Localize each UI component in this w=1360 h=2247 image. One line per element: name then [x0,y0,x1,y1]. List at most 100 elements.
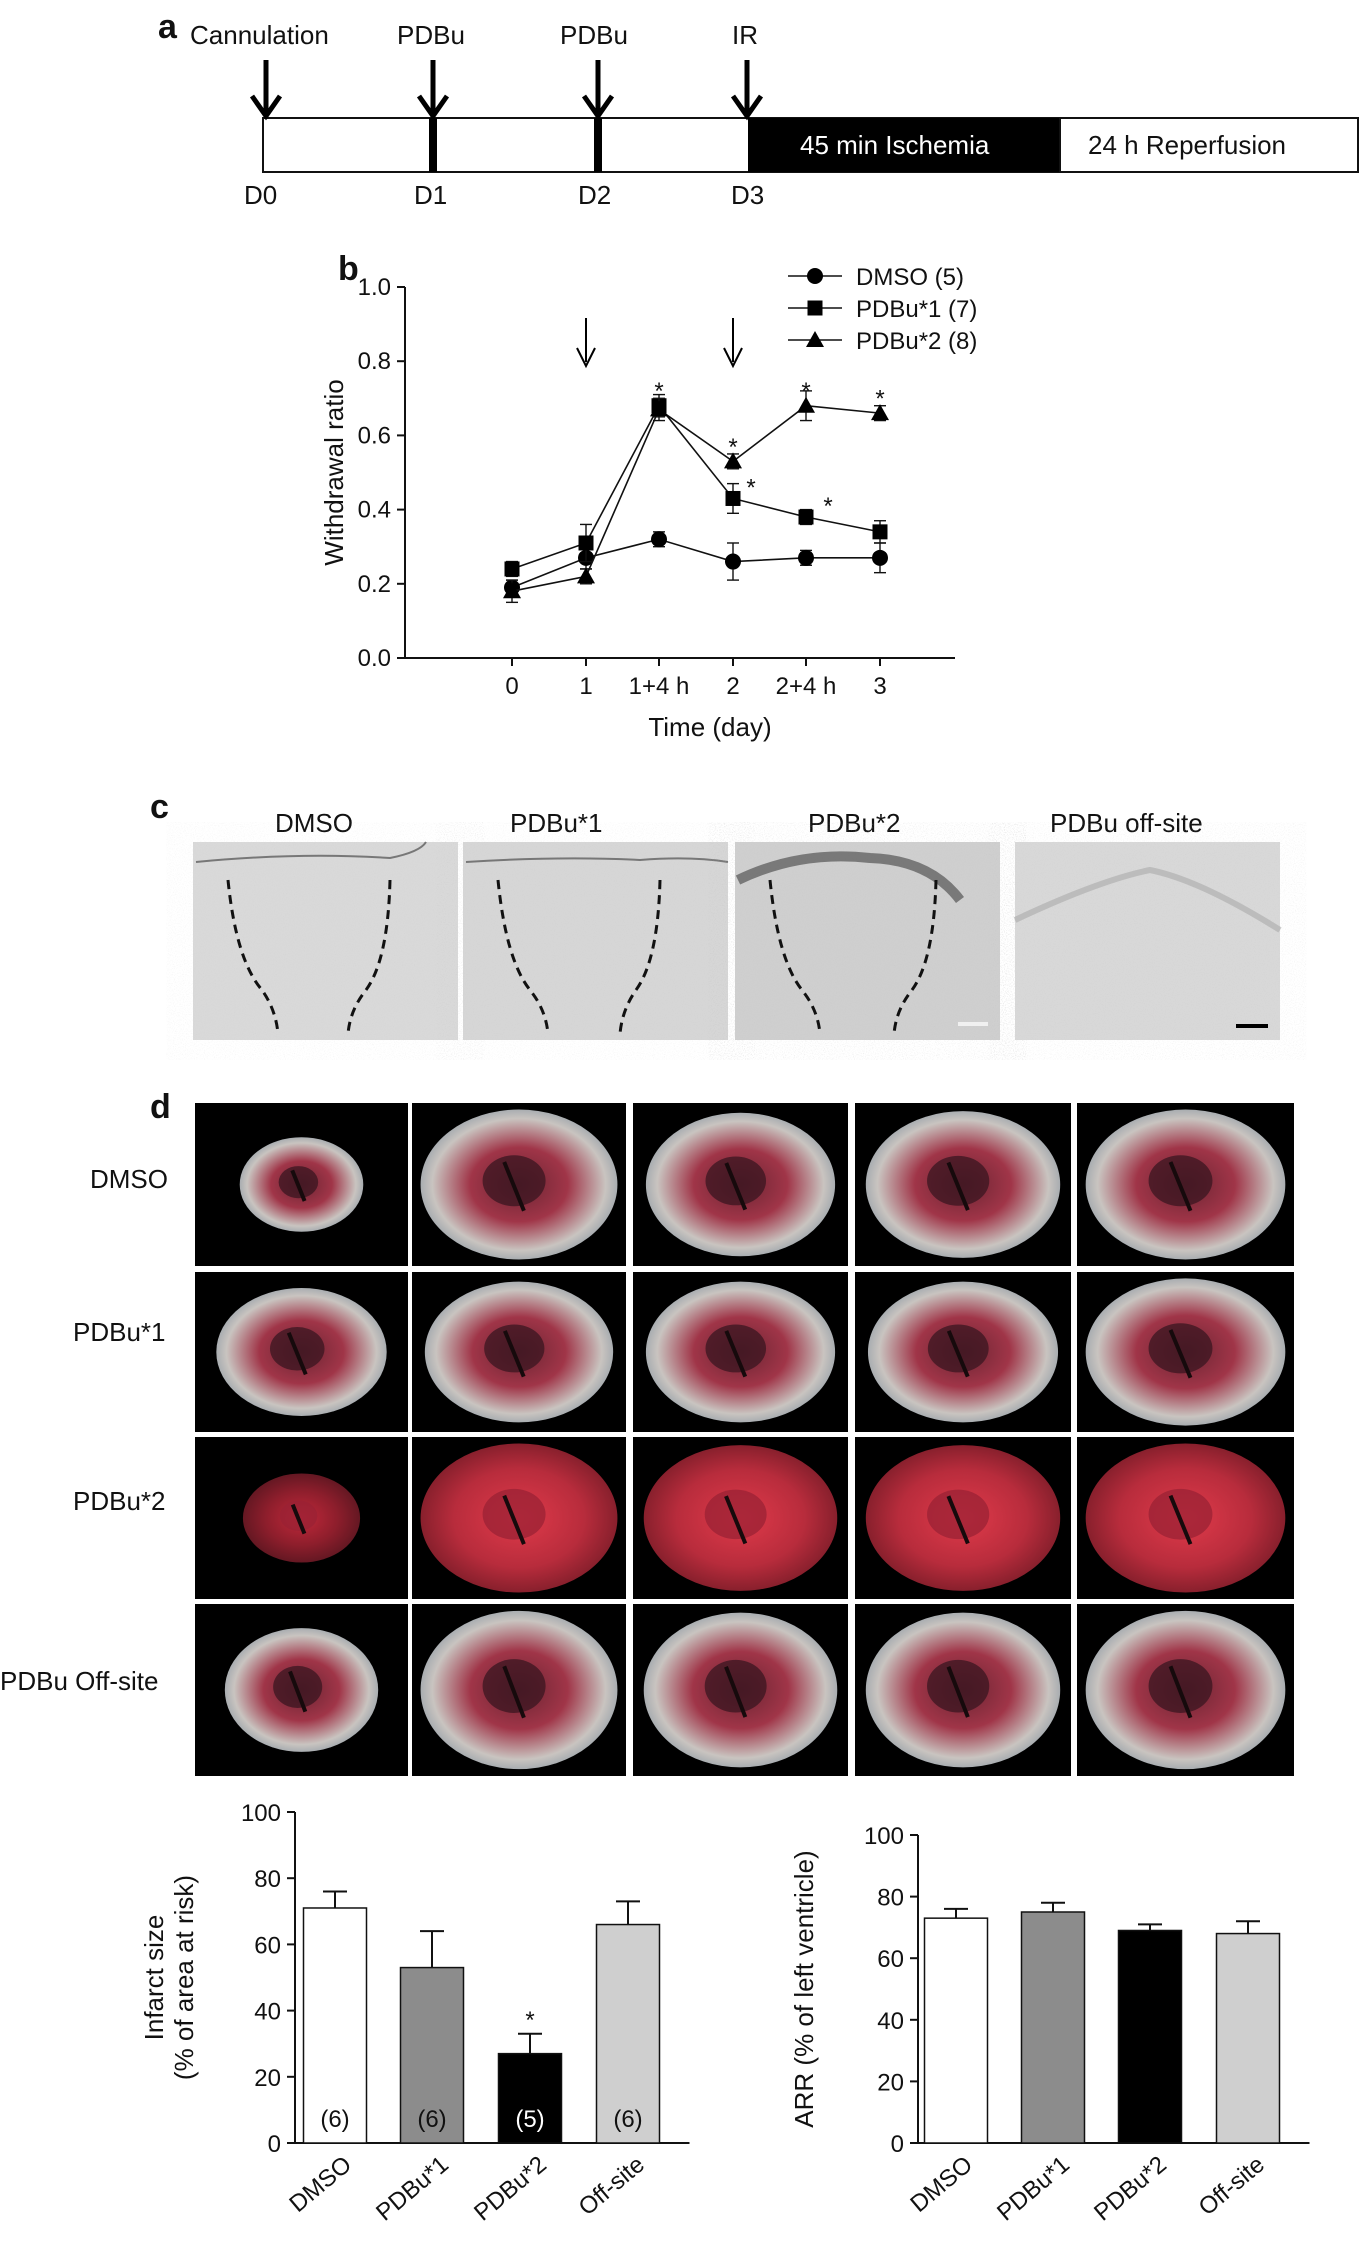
bar-n-label: (5) [515,2106,544,2133]
legend-marker [806,331,824,347]
y-tick-label: 0.8 [358,348,391,375]
x-tick-label: 2+4 h [776,673,837,700]
significance-star: * [875,386,884,413]
significance-star: * [746,475,755,502]
ventricle-cavity [482,1488,546,1540]
boundary-dashed-line [892,879,938,1035]
panel-d-row-labels: DMSO PDBu*1 PDBu*2 PDBu Off-site [0,1164,168,1696]
data-point [872,549,888,566]
heart-section-image [855,1103,1071,1266]
micrograph-title-pdbu1: PDBu*1 [510,808,603,838]
heart-section-image [1077,1272,1294,1432]
data-point [871,404,889,421]
x-tick-label: 1+4 h [629,673,690,700]
heart-section-image [633,1437,848,1599]
heart-section-image [633,1272,848,1432]
bar [497,2052,563,2144]
y-axis-title: ARR (% of left ventricle) [789,1850,819,2127]
heart-section-image [855,1272,1071,1432]
panel-c-letter: c [150,788,169,826]
bar-group: (6) PDBu*1 [371,1930,465,2226]
x-tick-label: PDBu*1 [992,2151,1075,2227]
treatment-mark-d2 [594,118,602,172]
heart-section-image [412,1272,626,1432]
event-label-cannulation: Cannulation [190,20,329,50]
micrograph-texture [193,842,458,1040]
lumen-mark [724,1495,748,1545]
event-label-pdbu-1: PDBu [397,20,465,50]
reperfusion-label: 24 h Reperfusion [1088,130,1286,160]
micrograph-pdbu-offsite: PDBu off-site [1013,808,1282,1040]
significance-star: * [801,378,810,405]
boundary-dashed-line [226,879,280,1035]
y-tick-label: 1.0 [358,274,391,301]
lumen-mark [1168,1329,1193,1379]
lumen-mark [946,1161,970,1211]
micrograph-dmso: DMSO [193,808,458,1040]
panel-c-micrographs: DMSO PDBu*1 PDBu*2 PDBu off-site [193,808,1282,1040]
series-line [511,538,880,589]
data-point [725,553,741,570]
treatment-arrow-icon [723,318,743,369]
withdrawal-ratio-chart: 0.0 0.2 0.4 0.6 0.8 1.0 0 1 1+4 h 2 2+4 h 3 Time (da… [319,264,977,742]
heart-section-image [412,1437,626,1599]
ventricle-cavity [482,1155,546,1207]
day-label-d2: D2 [578,180,611,210]
micrograph-texture [735,842,1000,1040]
y-tick-label: 60 [877,1946,904,1973]
micrograph-texture [463,842,728,1040]
micrograph-pdbu2: PDBu*2 [735,808,1000,1040]
bar-group: Off-site [1194,1920,1281,2221]
heart-section-image [633,1604,848,1776]
y-tick-label: 0 [891,2131,904,2158]
y-tick-label: 100 [241,1800,281,1827]
lumen-mark [724,1666,748,1718]
data-point [872,524,888,540]
lumen-mark [290,1169,307,1202]
boundary-dashed-line [768,879,822,1035]
lumen-mark [502,1494,526,1545]
arrowhead-icon [730,94,764,121]
heart-section-image [195,1272,408,1432]
row-label-pdbu2: PDBu*2 [73,1486,166,1516]
legend-marker [807,300,823,316]
lumen-mark [502,1665,526,1719]
lumen-mark [724,1330,748,1378]
bar [1215,1932,1281,2144]
arrowhead-icon [249,94,283,121]
x-tick-label: Off-site [574,2151,650,2221]
ventricle-cavity [1148,1488,1213,1540]
data-point [724,452,742,469]
bar [1117,1929,1183,2144]
x-tick-label: 3 [873,673,886,700]
ischemia-label: 45 min Ischemia [800,130,990,160]
y-tick-label: 0.0 [358,645,391,672]
micrograph-title-offsite: PDBu off-site [1050,808,1203,838]
heart-section-image [855,1437,1071,1599]
y-tick-label: 0.4 [358,497,391,524]
y-axis-title: Withdrawal ratio [319,379,349,565]
y-tick-label: 80 [254,1866,281,1893]
event-label-ir: IR [732,20,758,50]
x-tick-label: PDBu*2 [1089,2151,1172,2227]
y-tick-label: 60 [254,1932,281,1959]
x-tick-label: DMSO [905,2151,978,2218]
x-tick-label: 0 [505,673,518,700]
significance-star: * [654,378,663,405]
boundary-dashed-line [618,879,662,1035]
event-pdbu-2: PDBu D2 [560,20,628,210]
boundary-dashed-line [346,879,392,1035]
legend-label: PDBu*1 (7) [856,296,977,323]
lumen-mark [502,1161,526,1212]
data-point [577,567,595,584]
micrograph-pdbu1: PDBu*1 [463,808,729,1040]
ventricle-cavity [704,1489,767,1540]
y-axis-title: Infarct size [139,1915,169,2041]
bar-n-label: (6) [320,2106,349,2133]
micrograph-title-dmso: DMSO [275,808,353,838]
arrowhead-icon [416,94,450,121]
bar [302,1907,368,2144]
x-axis-title: Time (day) [648,712,771,742]
heart-section-image [855,1604,1071,1776]
bar [399,1966,465,2144]
